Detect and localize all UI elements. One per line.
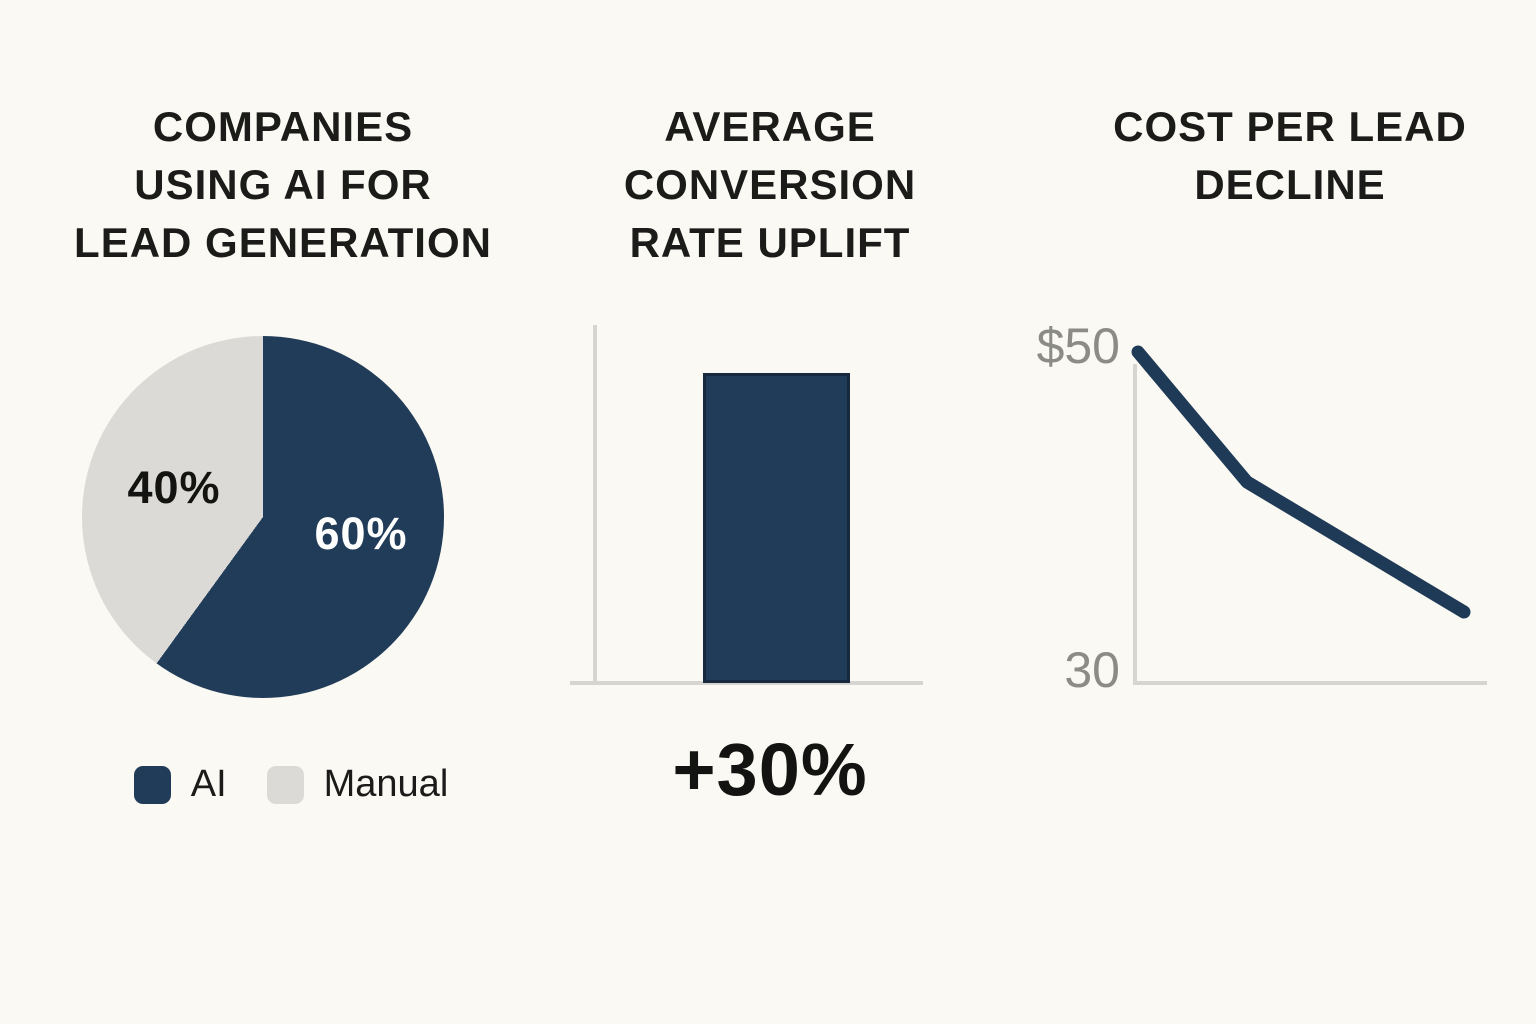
pie-slice-label-ai: 60% [314,508,408,559]
pie-legend: AI Manual [48,763,534,806]
line-chart-x-axis [1133,681,1487,685]
line-chart-ytick-bottom: 30 [1064,642,1120,698]
bar-chart-x-axis [570,681,923,685]
legend-item-ai: AI [133,763,227,806]
pie-title-line-3: LEAD GENERATION [74,219,492,266]
legend-swatch-ai [133,765,171,804]
legend-label-manual: Manual [323,763,449,805]
line-title-line-2: DECLINE [1194,161,1386,208]
cost-line-path [1131,345,1471,619]
bar-chart-y-axis [593,325,597,685]
pie-chart-title: COMPANIES USING AI FOR LEAD GENERATION [48,98,518,272]
bar-title-line-2: CONVERSION [623,161,917,208]
bar-conversion-uplift [703,373,850,683]
legend-item-manual: Manual [266,763,449,806]
pie-chart [82,336,444,698]
bar-title-line-1: AVERAGE [664,103,876,150]
line-chart-ytick-top: $50 [1036,318,1120,374]
bar-title-line-3: RATE UPLIFT [629,219,911,266]
line-title-line-1: COST PER LEAD [1113,103,1467,150]
pie-title-line-2: USING AI FOR [134,161,432,208]
bar-chart-title: AVERAGE CONVERSION RATE UPLIFT [560,98,980,272]
legend-swatch-manual [266,765,304,804]
pie-title-line-1: COMPANIES [152,103,414,150]
line-chart-title: COST PER LEAD DECLINE [1090,98,1490,214]
pie-slice-label-manual: 40% [127,462,221,513]
bar-value-label: +30% [672,728,868,811]
line-chart-y-axis [1133,364,1137,683]
legend-label-ai: AI [190,763,227,805]
